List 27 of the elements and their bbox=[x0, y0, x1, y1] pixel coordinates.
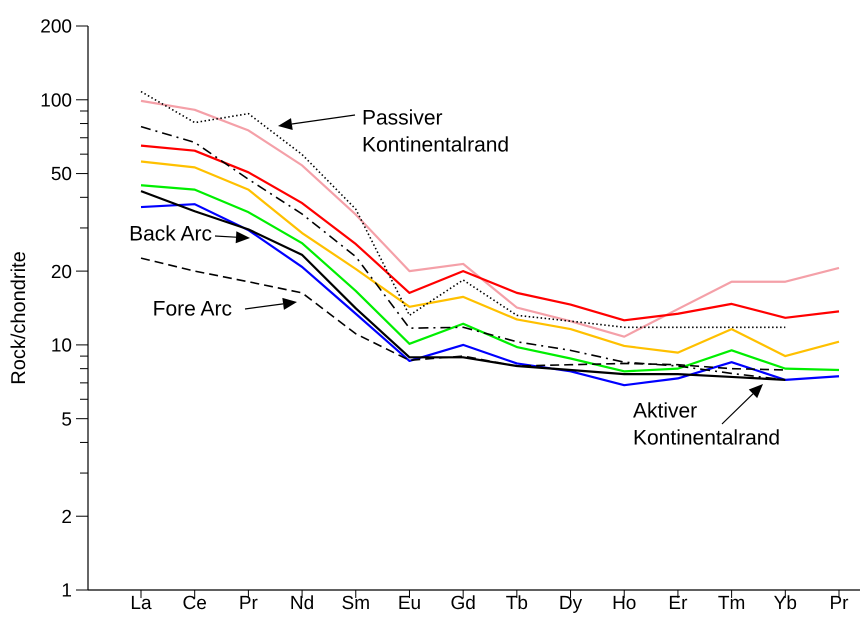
y-tick-label: 5 bbox=[61, 409, 72, 430]
y-tick-label: 10 bbox=[50, 336, 72, 357]
annotation: Passiver Kontinentalrand bbox=[362, 106, 510, 157]
x-tick-label: Ho bbox=[612, 593, 636, 614]
x-tick-label: Pr bbox=[238, 593, 259, 614]
annotation: Fore Arc bbox=[152, 297, 232, 320]
y-tick-label: 20 bbox=[50, 262, 72, 283]
y-axis-title: Rock/chondrite bbox=[8, 251, 30, 385]
x-tick-label: Nd bbox=[290, 593, 314, 614]
x-tick-label: Er bbox=[668, 593, 688, 614]
x-tick-label: Tm bbox=[718, 593, 746, 614]
annotation: Aktiver Kontinentalrand bbox=[633, 399, 780, 450]
x-tick-label: Dy bbox=[558, 593, 583, 614]
y-tick-label: 50 bbox=[50, 164, 72, 186]
y-tick-label: 2 bbox=[61, 506, 72, 528]
x-tick-label: Tb bbox=[506, 593, 528, 614]
x-tick-label: Yb bbox=[774, 593, 797, 614]
annotation: Back Arc bbox=[129, 222, 212, 246]
x-tick-label: La bbox=[130, 593, 152, 614]
y-tick-label: 100 bbox=[40, 90, 72, 112]
x-tick-label: Eu bbox=[398, 593, 422, 614]
x-tick-label: Ce bbox=[182, 593, 207, 614]
y-tick-label: 200 bbox=[40, 16, 72, 38]
x-tick-label: Gd bbox=[450, 593, 476, 614]
x-tick-label: Sm bbox=[342, 593, 370, 614]
x-tick-label: Pr bbox=[830, 593, 850, 614]
y-tick-label: 1 bbox=[61, 580, 72, 602]
